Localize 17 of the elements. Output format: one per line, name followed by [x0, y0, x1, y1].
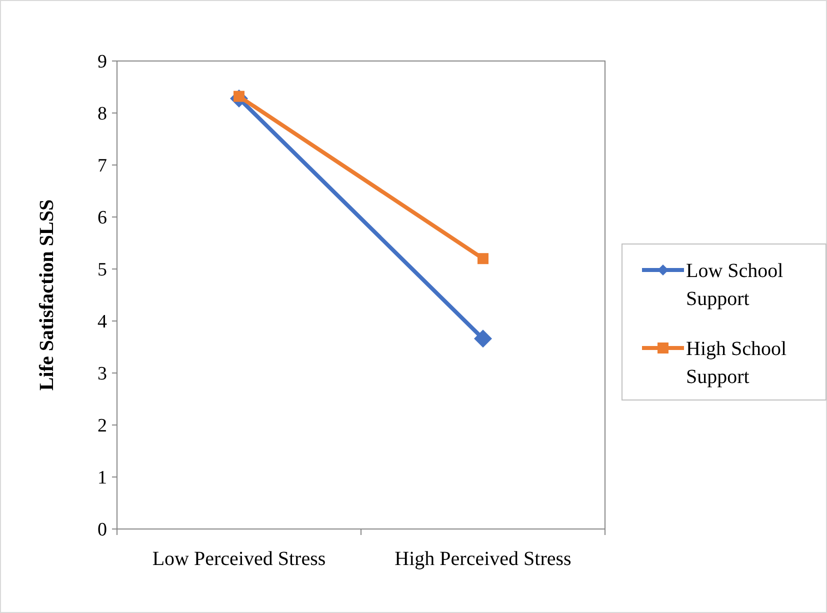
y-tick-label: 3 — [98, 364, 107, 385]
y-tick-label: 6 — [98, 208, 107, 229]
point — [478, 253, 488, 264]
y-tick-label: 2 — [98, 416, 107, 437]
y-axis-title: Life Satisfaction SLSS — [36, 199, 58, 391]
y-tick-label: 1 — [98, 468, 107, 489]
y-tick-label: 5 — [98, 260, 107, 281]
y-tick-label: 0 — [98, 520, 107, 541]
legend-label: High School Support — [686, 338, 787, 388]
x-tick-label: High Perceived Stress — [394, 548, 572, 570]
point — [474, 330, 492, 348]
x-tick-label: Low Perceived Stress — [152, 548, 326, 570]
y-tick-label: 9 — [98, 52, 107, 73]
legend-label: Low School Support — [686, 260, 784, 310]
y-tick-label: 7 — [98, 156, 107, 177]
y-tick-label: 4 — [98, 312, 108, 333]
y-tick-label: 8 — [98, 104, 107, 125]
